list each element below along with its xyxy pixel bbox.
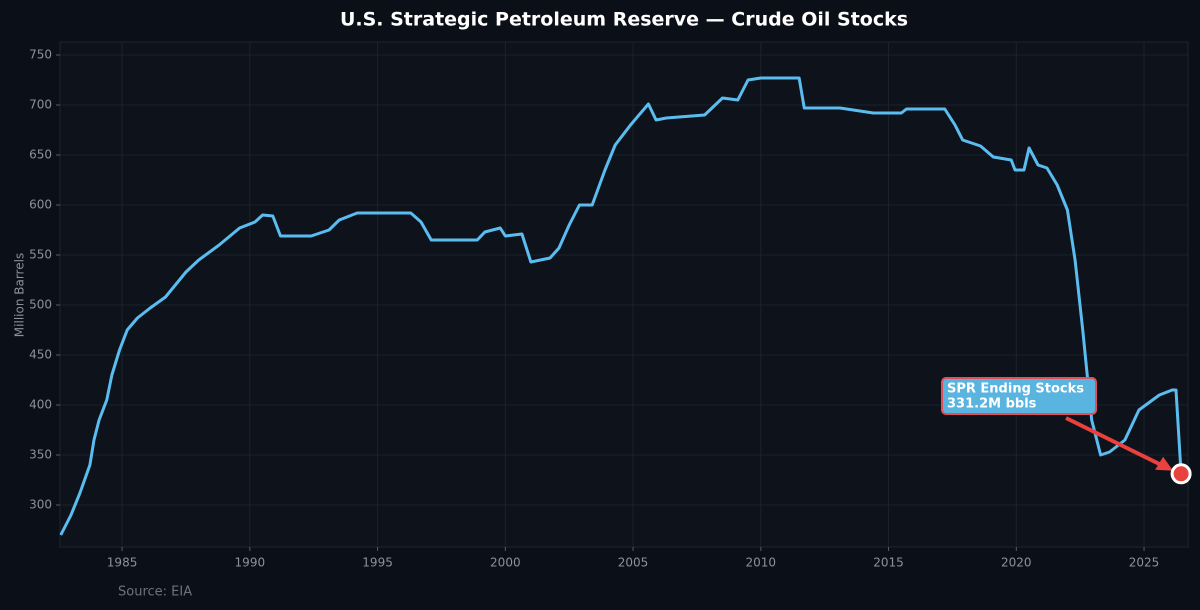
x-tick-label: 1990 [235,556,266,570]
annotation-arrow [1065,416,1168,470]
x-tick-label: 2025 [1129,556,1160,570]
y-tick-label: 700 [29,98,52,112]
y-tick-label: 650 [29,148,52,162]
y-tick-label: 750 [29,48,52,62]
y-tick-label: 450 [29,348,52,362]
y-tick-label: 550 [29,248,52,262]
annotation-box [941,377,1097,415]
annotation-text: 331.2M bbls [947,397,1037,412]
x-tick-label: 2020 [1001,556,1032,570]
x-tick-label: 2005 [618,556,649,570]
end-point [1170,463,1192,485]
y-tick-label: 300 [29,498,52,512]
y-tick-label: 400 [29,398,52,412]
y-tick-label: 350 [29,448,52,462]
x-tick-label: 1985 [107,556,138,570]
x-tick-label: 2015 [873,556,904,570]
x-tick-label: 2000 [490,556,521,570]
source-note: Source: EIA [118,585,192,600]
x-tick-label: 1995 [362,556,393,570]
annotation-arrowhead [1155,456,1174,471]
annotation-text: SPR Ending Stocks [947,382,1084,397]
plot-area [59,41,1189,548]
y-tick-label: 600 [29,198,52,212]
chart-title: U.S. Strategic Petroleum Reserve — Crude… [340,9,908,31]
data-line [59,76,1183,536]
y-tick-label: 500 [29,298,52,312]
x-tick-label: 2010 [746,556,777,570]
y-axis-label: Million Barrels [13,253,27,337]
